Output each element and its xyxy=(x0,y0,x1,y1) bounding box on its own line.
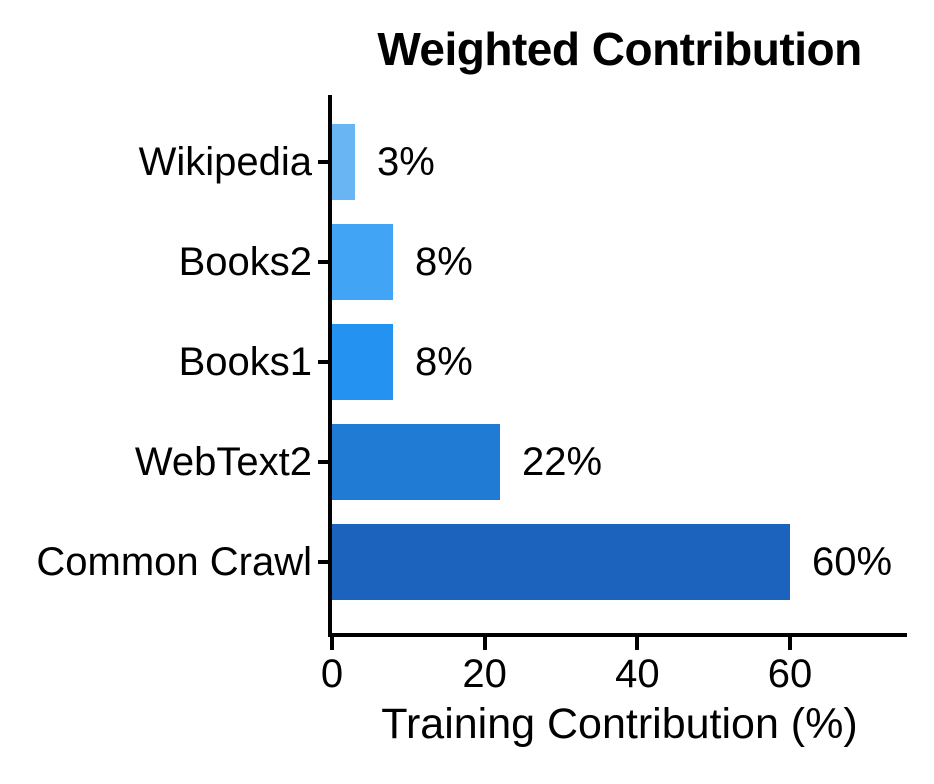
bar xyxy=(332,524,790,600)
value-label: 60% xyxy=(812,540,893,584)
y-tick xyxy=(318,460,330,464)
x-axis-label: Training Contribution (%) xyxy=(381,700,858,748)
y-tick xyxy=(318,360,330,364)
x-tick-label: 40 xyxy=(615,652,660,696)
value-label: 8% xyxy=(415,240,473,284)
category-label: Books1 xyxy=(178,340,312,384)
y-axis-spine xyxy=(328,95,332,637)
y-tick xyxy=(318,260,330,264)
x-tick xyxy=(635,637,640,650)
value-label: 22% xyxy=(522,440,603,484)
x-tick xyxy=(788,637,792,650)
y-tick xyxy=(318,160,330,164)
x-tick-label: 60 xyxy=(767,652,813,696)
x-axis-spine xyxy=(328,633,907,637)
bar xyxy=(332,224,393,300)
y-tick xyxy=(318,560,330,564)
x-tick xyxy=(330,637,334,650)
bar xyxy=(332,324,393,400)
x-tick xyxy=(482,637,487,650)
category-label: WebText2 xyxy=(134,440,312,484)
category-label: Wikipedia xyxy=(138,140,312,184)
bar xyxy=(332,124,355,200)
category-label: Common Crawl xyxy=(36,540,312,584)
bar xyxy=(332,424,500,500)
value-label: 3% xyxy=(377,140,435,184)
value-label: 8% xyxy=(415,340,473,384)
chart-title: Weighted Contribution xyxy=(377,23,862,75)
x-tick-label: 0 xyxy=(320,652,344,696)
x-tick-label: 20 xyxy=(462,652,507,696)
category-label: Books2 xyxy=(178,240,312,284)
